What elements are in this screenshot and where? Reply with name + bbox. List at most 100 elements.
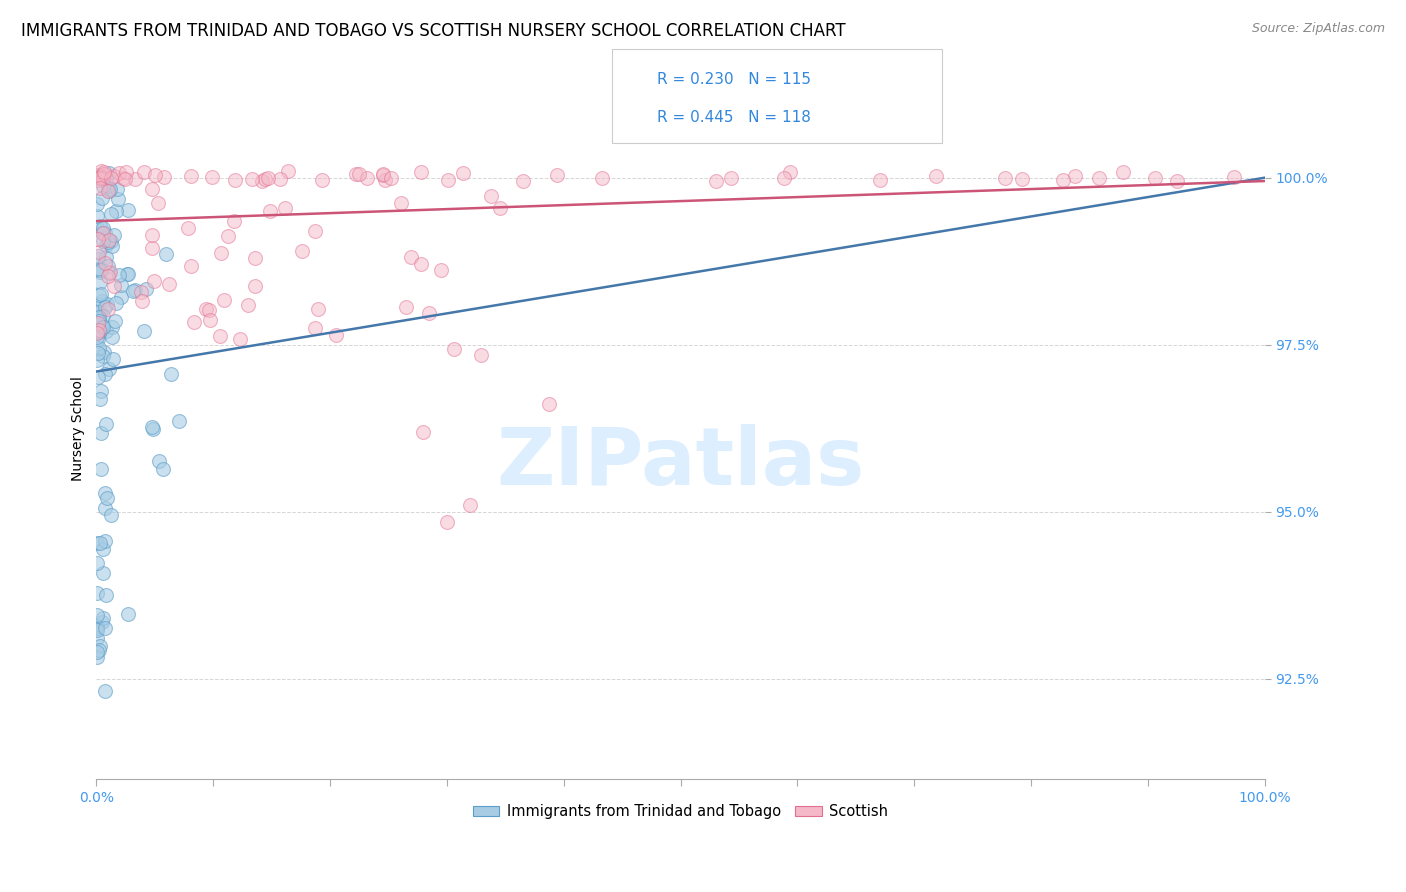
Point	[122, 285, 145, 299]
Point	[197, 303, 219, 318]
Point	[479, 188, 502, 202]
Point	[430, 263, 453, 277]
Point	[148, 196, 170, 211]
Point	[304, 321, 326, 335]
Point	[214, 293, 236, 307]
Legend: Immigrants from Trinidad and Tobago, Scottish: Immigrants from Trinidad and Tobago, Sco…	[467, 798, 894, 824]
Point	[87, 314, 110, 328]
Point	[94, 301, 117, 315]
Point	[86, 353, 108, 368]
Point	[90, 462, 112, 476]
Point	[374, 172, 396, 186]
Point	[97, 184, 120, 198]
Point	[90, 384, 112, 398]
Point	[103, 227, 125, 242]
Point	[869, 173, 891, 187]
Point	[250, 173, 273, 187]
Point	[412, 425, 434, 439]
Point	[257, 171, 280, 186]
Point	[114, 172, 136, 186]
Point	[704, 174, 727, 188]
Point	[91, 171, 114, 186]
Point	[183, 315, 205, 329]
Point	[198, 313, 221, 327]
Text: Source: ZipAtlas.com: Source: ZipAtlas.com	[1251, 22, 1385, 36]
Point	[155, 247, 177, 261]
Point	[107, 166, 129, 180]
Point	[86, 621, 108, 635]
Point	[110, 278, 132, 293]
Point	[117, 267, 139, 281]
Point	[93, 164, 115, 178]
Point	[100, 171, 122, 186]
Point	[512, 174, 534, 188]
Point	[91, 566, 114, 580]
Point	[720, 170, 742, 185]
Point	[307, 301, 329, 316]
Point	[90, 293, 112, 308]
Point	[91, 191, 114, 205]
Point	[443, 343, 465, 357]
Point	[89, 219, 111, 234]
Point	[395, 300, 418, 314]
Point	[236, 298, 259, 312]
Point	[91, 319, 114, 334]
Point	[141, 228, 163, 243]
Point	[104, 204, 127, 219]
Point	[90, 263, 112, 277]
Point	[157, 277, 180, 291]
Text: R = 0.230   N = 115: R = 0.230 N = 115	[657, 72, 811, 87]
Point	[142, 274, 165, 288]
Point	[546, 168, 568, 182]
Point	[1223, 169, 1246, 184]
Point	[89, 265, 111, 279]
Point	[93, 344, 115, 359]
Point	[103, 169, 125, 183]
Point	[107, 192, 129, 206]
Point	[124, 283, 146, 297]
Point	[87, 369, 110, 384]
Point	[91, 167, 114, 181]
Point	[93, 501, 115, 516]
Point	[94, 367, 117, 381]
Point	[160, 367, 183, 381]
Point	[86, 168, 108, 182]
Point	[243, 279, 266, 293]
Point	[86, 557, 108, 571]
Point	[86, 197, 108, 211]
Point	[117, 202, 139, 217]
Point	[91, 226, 114, 240]
Point	[1052, 173, 1074, 187]
Point	[89, 325, 111, 339]
Point	[1166, 174, 1188, 188]
Point	[111, 171, 134, 186]
Point	[97, 266, 120, 280]
Point	[89, 171, 111, 186]
Point	[94, 684, 117, 698]
Point	[90, 425, 112, 440]
Point	[100, 234, 122, 248]
Point	[97, 362, 120, 376]
Point	[347, 167, 370, 181]
Point	[1088, 170, 1111, 185]
Point	[97, 301, 120, 316]
Point	[86, 210, 108, 224]
Point	[180, 259, 202, 273]
Point	[371, 167, 394, 181]
Point	[86, 631, 108, 645]
Point	[117, 607, 139, 621]
Point	[269, 171, 291, 186]
Point	[89, 392, 111, 406]
Point	[224, 173, 246, 187]
Point	[143, 168, 166, 182]
Text: IMMIGRANTS FROM TRINIDAD AND TOBAGO VS SCOTTISH NURSERY SCHOOL CORRELATION CHART: IMMIGRANTS FROM TRINIDAD AND TOBAGO VS S…	[21, 22, 846, 40]
Text: ZIPatlas: ZIPatlas	[496, 425, 865, 502]
Point	[86, 326, 108, 340]
Point	[110, 290, 132, 304]
Point	[86, 297, 108, 311]
Point	[105, 296, 128, 310]
Point	[195, 301, 218, 316]
Point	[87, 249, 110, 263]
Point	[87, 332, 110, 346]
Point	[87, 252, 110, 266]
